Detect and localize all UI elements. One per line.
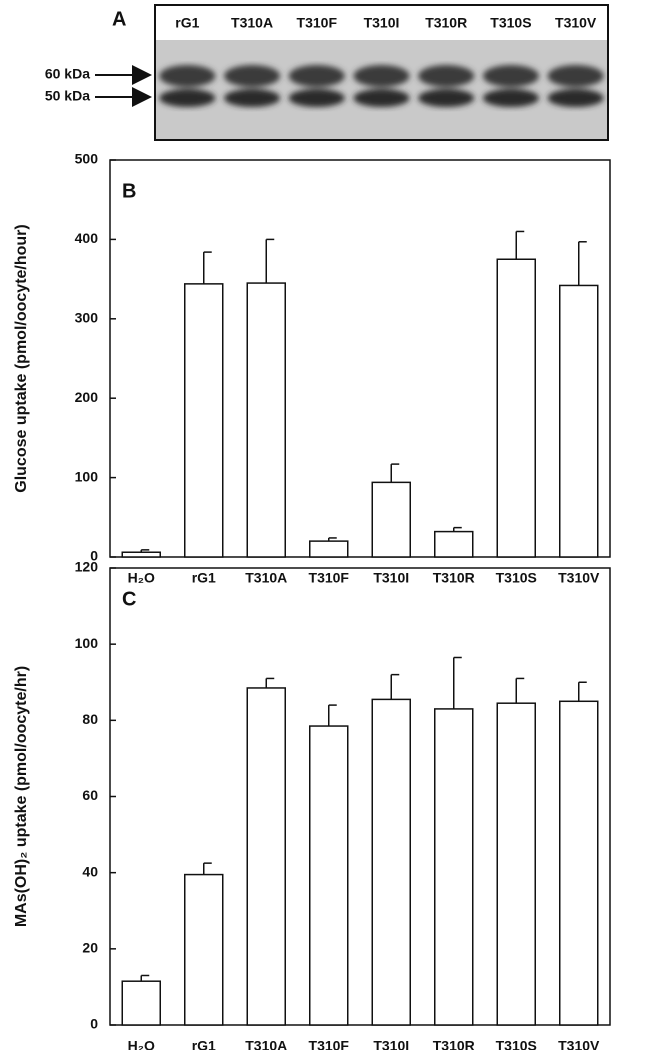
x-tick-label: T310S — [496, 1038, 537, 1050]
bar — [496, 258, 536, 558]
y-tick-label: 120 — [75, 559, 99, 575]
band — [547, 89, 604, 107]
y-tick-label: 500 — [75, 151, 99, 167]
band — [482, 89, 539, 107]
lane-label: T310I — [364, 15, 400, 31]
x-tick-label: T310V — [558, 570, 600, 586]
band — [288, 65, 345, 87]
bar — [371, 698, 411, 1026]
band — [353, 89, 410, 107]
x-tick-label: T310V — [558, 1038, 600, 1050]
band — [547, 65, 604, 87]
y-tick-label: 300 — [75, 310, 99, 326]
y-tick-label: 60 — [82, 787, 98, 803]
x-tick-label: T310I — [373, 1038, 409, 1050]
x-tick-label: T310R — [433, 570, 475, 586]
lane-label: T310A — [231, 15, 273, 31]
band — [418, 65, 475, 87]
y-tick-label: 100 — [75, 468, 99, 484]
band — [353, 65, 410, 87]
y-tick-label: 40 — [82, 863, 98, 879]
band — [482, 65, 539, 87]
x-tick-label: T310F — [309, 1038, 350, 1050]
bar — [184, 283, 224, 558]
bar — [371, 481, 411, 558]
y-tick-label: 0 — [90, 1016, 98, 1032]
y-tick-label: 400 — [75, 230, 99, 246]
x-tick-label: T310R — [433, 1038, 475, 1050]
x-tick-label: H₂O — [128, 1038, 155, 1050]
band — [159, 65, 216, 87]
y-axis-label: Glucose uptake (pmol/oocyte/hour) — [13, 224, 30, 492]
x-tick-label: T310A — [245, 1038, 287, 1050]
plot-frame — [109, 159, 611, 558]
y-tick-label: 200 — [75, 389, 99, 405]
bar — [434, 530, 474, 558]
band — [159, 89, 216, 107]
x-tick-label: T310I — [373, 570, 409, 586]
bar — [121, 551, 161, 558]
x-tick-label: T310A — [245, 570, 287, 586]
bar — [121, 980, 161, 1026]
band — [418, 89, 475, 107]
bar — [309, 540, 349, 558]
bar — [434, 708, 474, 1026]
y-tick-label: 100 — [75, 635, 99, 651]
band — [224, 65, 281, 87]
lane-label: T310F — [297, 15, 338, 31]
x-tick-label: H₂O — [128, 570, 155, 586]
x-tick-label: rG1 — [192, 1038, 216, 1050]
bar — [246, 282, 286, 558]
marker-label: 50 kDa — [45, 88, 90, 104]
bar — [559, 700, 599, 1026]
x-tick-label: rG1 — [192, 570, 216, 586]
x-tick-label: T310F — [309, 570, 350, 586]
band — [288, 89, 345, 107]
bar — [559, 284, 599, 558]
bar — [309, 725, 349, 1026]
bar — [184, 873, 224, 1026]
lane-label: T310R — [425, 15, 467, 31]
panel-label: A — [112, 8, 126, 30]
bar — [246, 687, 286, 1026]
y-axis-label: MAs(OH)₂ uptake (pmol/oocyte/hr) — [13, 666, 30, 927]
bar — [496, 702, 536, 1026]
y-tick-label: 80 — [82, 711, 98, 727]
y-tick-label: 20 — [82, 940, 98, 956]
x-tick-label: T310S — [496, 570, 537, 586]
blot-bands — [159, 65, 604, 107]
marker-label: 60 kDa — [45, 66, 90, 82]
lane-label: T310V — [555, 15, 597, 31]
band — [224, 89, 281, 107]
lane-label: rG1 — [175, 15, 199, 31]
y-tick-label: 0 — [90, 548, 98, 564]
panel-label: C — [122, 588, 136, 610]
panel-label: B — [122, 180, 136, 202]
lane-label: T310S — [490, 15, 531, 31]
